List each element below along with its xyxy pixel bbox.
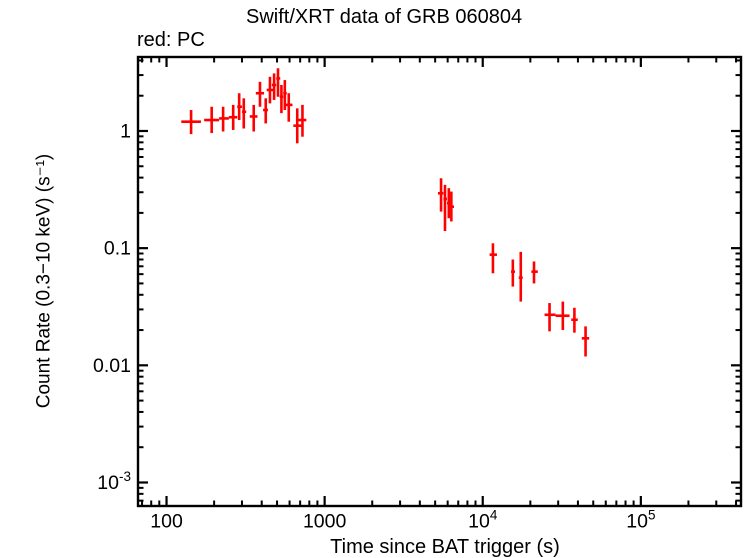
x-axis-label: Time since BAT trigger (s)	[330, 536, 560, 558]
y-tick-label: 10-3	[97, 469, 131, 494]
y-tick-label: 1	[120, 120, 131, 142]
x-tick-label: 104	[468, 508, 498, 533]
x-tick-label: 100	[150, 511, 183, 533]
y-tick-label: 0.01	[93, 355, 131, 377]
x-tick-label: 1000	[303, 511, 347, 533]
mode-legend-label: red: PC	[137, 29, 205, 51]
series-PC	[181, 68, 590, 357]
y-tick-label: 0.1	[104, 238, 131, 260]
y-axis-label: Count Rate (0.3−10 keV) (s⁻¹)	[33, 153, 55, 409]
plot-title: Swift/XRT data of GRB 060804	[246, 6, 523, 28]
x-tick-label: 105	[626, 508, 655, 533]
